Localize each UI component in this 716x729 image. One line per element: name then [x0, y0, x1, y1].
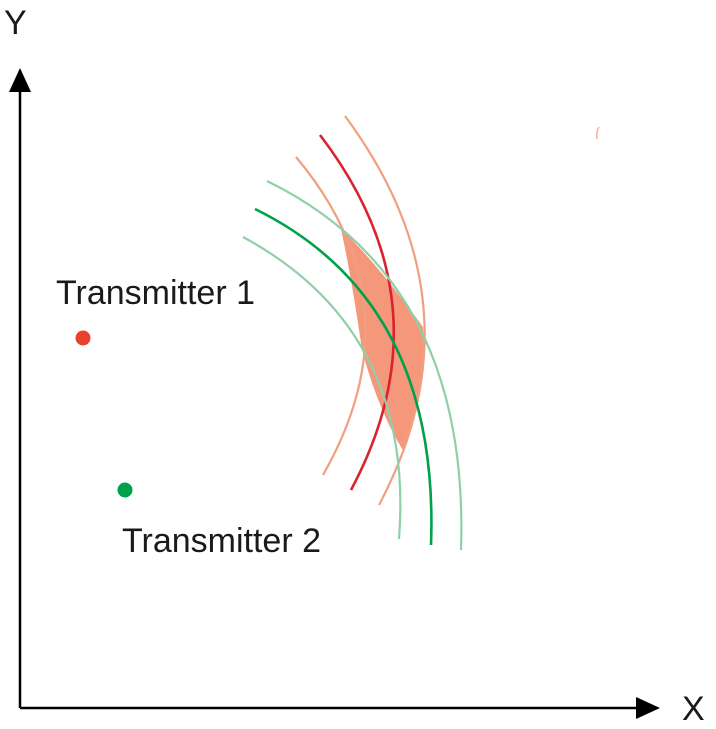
x-axis-label: X	[682, 690, 705, 728]
transmitter-2-inner-bound	[242, 236, 402, 540]
transmitter-1-label: Transmitter 1	[56, 274, 255, 312]
transmitter-2-dot	[117, 482, 133, 498]
x-axis-arrowhead	[636, 697, 660, 719]
transmitter-2-outer-bound	[266, 180, 463, 551]
stray-mark	[596, 126, 600, 140]
transmitter-1-outer-bound	[344, 115, 426, 506]
transmitter-2-range-ring	[254, 207, 433, 546]
transmitter-1-inner-bound	[295, 156, 367, 476]
y-axis-label: Y	[4, 4, 27, 42]
transmitter-1-dot	[75, 330, 91, 346]
transmitter-2-label: Transmitter 2	[122, 522, 321, 560]
transmitter-1-range-ring	[318, 134, 396, 491]
intersection-region	[341, 229, 424, 452]
y-axis-arrowhead	[9, 68, 31, 92]
